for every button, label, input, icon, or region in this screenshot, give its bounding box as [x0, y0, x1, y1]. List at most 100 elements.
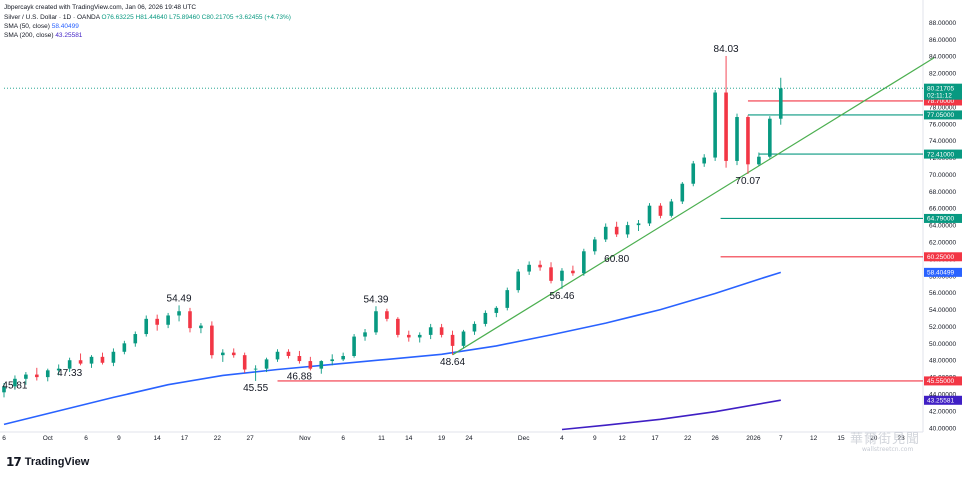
y-tick-label: 84.00000 — [929, 54, 956, 61]
current-price-badge-bg — [924, 83, 962, 100]
candle-up — [505, 290, 510, 308]
candle-up — [472, 323, 477, 332]
candle-down — [231, 352, 236, 356]
level-price-badge-bg — [924, 252, 962, 262]
level-price-badge-bg — [924, 110, 962, 120]
level-price-badge-bg — [924, 149, 962, 159]
price-annotation: 48.64 — [440, 357, 465, 368]
candle-down — [450, 334, 455, 346]
trendline — [452, 57, 935, 356]
candle-down — [571, 270, 575, 274]
candle-down — [538, 264, 542, 268]
candle-up — [363, 332, 367, 337]
y-tick-label: 40.00000 — [929, 425, 956, 432]
candle-up — [24, 374, 28, 379]
candle-up — [669, 201, 674, 216]
x-tick-label: 23 — [898, 435, 906, 442]
candle-down — [439, 327, 444, 335]
x-tick-label: 22 — [214, 435, 222, 442]
price-annotation: 84.03 — [714, 44, 739, 55]
candle-up — [625, 225, 630, 235]
symbol-title: Silver / U.S. Dollar · 1D · OANDA — [4, 14, 100, 21]
x-tick-label: 26 — [712, 435, 720, 442]
candle-down — [396, 318, 400, 335]
y-tick-label: 56.00000 — [929, 290, 956, 297]
candle-up — [253, 368, 258, 370]
x-tick-label: 11 — [378, 435, 385, 442]
price-annotation: 60.80 — [604, 254, 629, 265]
candle-down — [308, 361, 313, 369]
price-annotation: 46.88 — [287, 372, 312, 383]
level-price-badge: 60.25000 — [927, 254, 954, 261]
current-price-badge-countdown: 02:11:12 — [927, 93, 952, 100]
x-tick-label: Oct — [43, 435, 53, 442]
candle-up — [735, 117, 739, 161]
candle-up — [428, 327, 433, 335]
x-tick-label: 9 — [593, 435, 597, 442]
sma-price-badge: 43.25581 — [927, 397, 954, 404]
candle-down — [658, 205, 663, 216]
candle-up — [582, 251, 586, 274]
y-tick-label: 62.00000 — [929, 240, 956, 247]
x-tick-label: Dec — [518, 435, 530, 442]
candle-up — [778, 88, 783, 119]
tradingview-logo-text: TradingView — [24, 456, 90, 468]
candle-up — [352, 336, 356, 356]
candle-up — [603, 226, 608, 240]
y-tick-label: 74.00000 — [929, 138, 956, 145]
sma50-line — [3, 271, 782, 426]
y-tick-label: 70.00000 — [929, 172, 956, 179]
candle-up — [330, 359, 335, 362]
candle-down — [724, 92, 728, 161]
chart-byline: Jbpercayk created with TradingView.com, … — [4, 4, 197, 11]
candle-up — [713, 92, 717, 158]
current-price-badge: 80.21705 — [927, 85, 954, 92]
x-tick-label: 12 — [619, 435, 627, 442]
candle-up — [494, 307, 499, 313]
watermark-sub: wallstreetcn.com — [862, 446, 914, 453]
sma50-legend-value: 58.40499 — [51, 23, 79, 30]
candle-up — [2, 386, 6, 393]
price-annotation: 70.07 — [735, 176, 760, 187]
x-tick-label: 20 — [870, 435, 878, 442]
x-tick-label: 6 — [84, 435, 88, 442]
y-tick-label: 88.00000 — [929, 20, 956, 27]
x-tick-label: 6 — [341, 435, 345, 442]
price-annotation: 54.49 — [167, 293, 192, 304]
candle-up — [768, 118, 772, 157]
y-tick-label: 50.00000 — [929, 341, 956, 348]
level-price-badge: 45.55000 — [927, 378, 954, 385]
candle-up — [177, 311, 181, 316]
ohlc-values: O76.63225 H81.44640 L75.89460 C80.21705 … — [101, 14, 291, 21]
candle-up — [166, 315, 170, 325]
x-tick-label: 15 — [837, 435, 845, 442]
sma50-legend-label: SMA (50, close) — [4, 23, 50, 30]
candle-up — [133, 334, 138, 344]
x-tick-label: 22 — [684, 435, 692, 442]
x-tick-label: 14 — [405, 435, 413, 442]
candle-up — [461, 331, 466, 346]
candle-up — [680, 183, 685, 202]
sma200-line — [561, 399, 781, 431]
candle-up — [122, 343, 127, 352]
sma200-legend[interactable]: SMA (200, close) 43.25581 — [4, 32, 82, 39]
sma-price-badge-bg — [924, 395, 962, 405]
candle-up — [13, 378, 17, 387]
x-tick-label: 6 — [2, 435, 6, 442]
level-price-badge: 77.05000 — [927, 112, 954, 119]
candle-up — [275, 351, 280, 360]
sma50-legend[interactable]: SMA (50, close) 58.40499 — [4, 23, 79, 30]
x-tick-label: 4 — [560, 435, 564, 442]
candle-up — [341, 356, 345, 360]
x-tick-label: 17 — [651, 435, 659, 442]
candle-down — [100, 356, 105, 363]
price-annotation: 45.81 — [2, 381, 27, 392]
y-tick-label: 64.00000 — [929, 223, 956, 230]
tradingview-logo[interactable]: 17 TradingView — [6, 455, 89, 469]
x-tick-label: 17 — [181, 435, 189, 442]
x-tick-label: 2026 — [746, 435, 761, 442]
candle-down — [155, 318, 159, 325]
y-tick-label: 44.00000 — [929, 392, 956, 399]
level-price-badge-bg — [924, 213, 962, 223]
